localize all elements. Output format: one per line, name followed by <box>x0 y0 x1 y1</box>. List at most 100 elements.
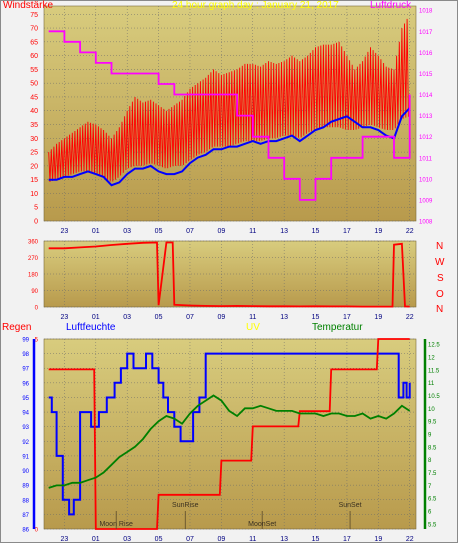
x-tick-label: 19 <box>374 228 382 235</box>
humidity-tick-label: 93 <box>22 425 29 431</box>
compass-label: W <box>435 257 445 268</box>
rain-series <box>48 338 410 530</box>
right-tick-label: 1014 <box>419 93 433 99</box>
left-tick-label: 65 <box>30 39 38 46</box>
x-tick-label: 13 <box>280 536 288 543</box>
x-tick-label: 05 <box>155 314 163 321</box>
x-tick-label: 17 <box>343 536 351 543</box>
right-tick-label: 1017 <box>419 30 433 36</box>
temperature-tick-label: 12.5 <box>428 343 440 349</box>
humidity-tick-label: 91 <box>22 454 29 460</box>
direction-tick-label: 360 <box>28 240 39 246</box>
left-tick-label: 70 <box>30 26 38 33</box>
compass-label: N <box>436 304 444 315</box>
pressure-series <box>48 30 411 201</box>
x-tick-label: 03 <box>123 228 131 235</box>
temperature-tick-label: 10 <box>428 407 435 413</box>
left-tick-label: 75 <box>30 12 38 19</box>
x-tick-label: 05 <box>155 536 163 543</box>
humidity-tick-label: 90 <box>22 469 29 475</box>
left-tick-label: 50 <box>30 81 38 88</box>
x-tick-label: 22 <box>406 314 414 321</box>
x-tick-label: 23 <box>61 228 69 235</box>
rain-tick-label: 0 <box>35 528 39 534</box>
humidity-tick-label: 92 <box>22 440 29 446</box>
windstaerke-label: Windstärke <box>3 0 54 11</box>
left-tick-label: 35 <box>30 122 38 129</box>
event-label: Moon Rise <box>99 521 133 528</box>
x-tick-label: 15 <box>312 536 320 543</box>
humidity-tick-label: 88 <box>22 498 29 504</box>
event-label: SunRise <box>172 502 199 509</box>
x-tick-label: 13 <box>280 314 288 321</box>
temperature-tick-label: 6.5 <box>428 497 437 503</box>
luftdruck-label: Luftdruck <box>370 0 412 11</box>
x-tick-label: 09 <box>217 314 225 321</box>
x-tick-label: 22 <box>406 228 414 235</box>
left-tick-label: 25 <box>30 150 38 157</box>
x-tick-label: 07 <box>186 228 194 235</box>
temperature-tick-label: 11.5 <box>428 368 440 374</box>
direction-tick-label: 0 <box>35 306 39 312</box>
wind-direction-series <box>48 241 410 308</box>
right-tick-label: 1008 <box>419 220 433 226</box>
right-tick-label: 1010 <box>419 177 433 183</box>
temperature-tick-label: 7 <box>428 484 432 490</box>
humidity-tick-label: 97 <box>22 367 29 373</box>
temperature-tick-label: 9.5 <box>428 420 437 426</box>
humidity-series <box>48 352 411 516</box>
humidity-tick-label: 86 <box>22 528 29 534</box>
direction-tick-label: 90 <box>31 289 38 295</box>
right-tick-label: 1018 <box>419 9 433 15</box>
right-tick-label: 1015 <box>419 72 433 78</box>
temperature-tick-label: 8.5 <box>428 445 437 451</box>
temperature-tick-label: 12 <box>428 355 435 361</box>
temperatur-label: Temperatur <box>312 322 363 333</box>
x-tick-label: 17 <box>343 228 351 235</box>
wind-average-series <box>48 107 411 187</box>
humidity-tick-label: 89 <box>22 484 29 490</box>
x-tick-label: 15 <box>312 314 320 321</box>
right-tick-label: 1013 <box>419 114 433 120</box>
x-tick-label: 07 <box>186 536 194 543</box>
left-tick-label: 10 <box>30 191 38 198</box>
humidity-tick-label: 98 <box>22 352 29 358</box>
direction-tick-label: 180 <box>28 273 39 279</box>
x-tick-label: 01 <box>92 228 100 235</box>
humidity-tick-label: 96 <box>22 381 29 387</box>
x-tick-label: 03 <box>123 314 131 321</box>
x-tick-label: 22 <box>406 536 414 543</box>
x-tick-label: 17 <box>343 314 351 321</box>
left-tick-label: 5 <box>34 205 38 212</box>
temperature-tick-label: 7.5 <box>428 471 437 477</box>
direction-tick-label: 270 <box>28 256 39 262</box>
x-tick-label: 07 <box>186 314 194 321</box>
compass-label: O <box>436 289 444 300</box>
left-tick-label: 30 <box>30 136 38 143</box>
humidity-tick-label: 94 <box>22 411 29 417</box>
regen-label: Regen <box>2 322 32 333</box>
x-tick-label: 11 <box>249 228 256 235</box>
x-tick-label: 05 <box>155 228 163 235</box>
rain-tick-label: 5 <box>35 338 39 344</box>
graph-title: 24 hour graph day : January 21, 2017 <box>172 0 339 11</box>
x-tick-label: 23 <box>61 536 69 543</box>
temperature-tick-label: 11 <box>428 381 435 387</box>
humidity-tick-label: 87 <box>22 513 29 519</box>
compass-label: N <box>436 241 444 252</box>
luftfeuchte-label: Luftfeuchte <box>66 322 116 333</box>
x-tick-label: 09 <box>217 228 225 235</box>
x-tick-label: 11 <box>249 314 256 321</box>
temperature-tick-label: 10.5 <box>428 394 440 400</box>
humidity-tick-label: 95 <box>22 396 29 402</box>
plot-area <box>43 338 417 530</box>
humidity-tick-label: 99 <box>22 338 29 344</box>
right-tick-label: 1009 <box>419 198 433 204</box>
x-tick-label: 09 <box>217 536 225 543</box>
event-label: MoonSet <box>248 521 276 528</box>
x-tick-label: 01 <box>92 536 100 543</box>
left-tick-label: 40 <box>30 108 38 115</box>
x-tick-label: 13 <box>280 228 288 235</box>
left-tick-label: 45 <box>30 94 38 101</box>
